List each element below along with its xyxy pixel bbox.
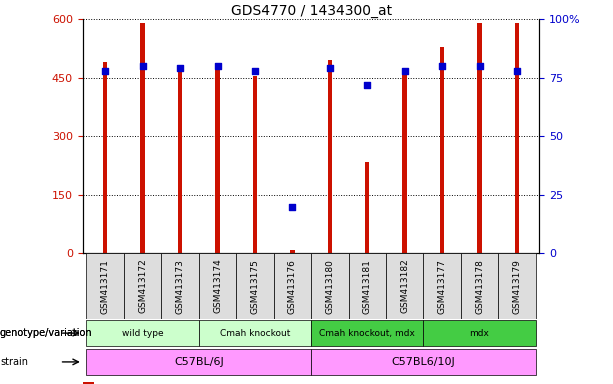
Text: GSM413177: GSM413177 xyxy=(438,259,447,314)
Text: GSM413181: GSM413181 xyxy=(363,259,371,314)
Text: GSM413182: GSM413182 xyxy=(400,259,409,313)
Point xyxy=(175,65,185,71)
Text: GSM413173: GSM413173 xyxy=(175,259,185,314)
Text: Cmah knockout: Cmah knockout xyxy=(219,329,290,338)
Bar xyxy=(440,46,444,253)
Bar xyxy=(327,60,332,253)
Text: GSM413176: GSM413176 xyxy=(288,259,297,314)
FancyBboxPatch shape xyxy=(199,253,236,319)
FancyBboxPatch shape xyxy=(86,320,199,346)
Bar xyxy=(515,23,519,253)
FancyBboxPatch shape xyxy=(311,320,424,346)
Point xyxy=(213,63,223,69)
FancyBboxPatch shape xyxy=(461,253,498,319)
FancyBboxPatch shape xyxy=(86,349,311,375)
FancyBboxPatch shape xyxy=(424,320,536,346)
Text: GSM413171: GSM413171 xyxy=(101,259,110,314)
Point xyxy=(250,68,260,74)
Point xyxy=(437,63,447,69)
Bar xyxy=(253,76,257,253)
Text: GSM413178: GSM413178 xyxy=(475,259,484,314)
Text: GSM413175: GSM413175 xyxy=(251,259,259,314)
Point xyxy=(400,68,409,74)
Text: strain: strain xyxy=(0,357,28,367)
Bar xyxy=(478,23,482,253)
Bar xyxy=(83,382,94,384)
FancyBboxPatch shape xyxy=(273,253,311,319)
FancyBboxPatch shape xyxy=(424,253,461,319)
Text: GSM413180: GSM413180 xyxy=(326,259,334,314)
Bar xyxy=(403,72,407,253)
Point xyxy=(512,68,522,74)
Text: GSM413174: GSM413174 xyxy=(213,259,222,313)
Bar xyxy=(140,23,145,253)
FancyBboxPatch shape xyxy=(311,253,349,319)
FancyBboxPatch shape xyxy=(161,253,199,319)
Point xyxy=(325,65,335,71)
FancyBboxPatch shape xyxy=(498,253,536,319)
Bar xyxy=(290,250,295,253)
Text: genotype/variation: genotype/variation xyxy=(0,328,93,338)
Text: mdx: mdx xyxy=(470,329,490,338)
Bar xyxy=(103,62,107,253)
Text: Cmah knockout, mdx: Cmah knockout, mdx xyxy=(319,329,415,338)
FancyBboxPatch shape xyxy=(199,320,311,346)
FancyBboxPatch shape xyxy=(349,253,386,319)
Bar xyxy=(215,64,220,253)
Point xyxy=(138,63,148,69)
Text: wild type: wild type xyxy=(122,329,164,338)
Point xyxy=(101,68,110,74)
FancyBboxPatch shape xyxy=(311,349,536,375)
FancyBboxPatch shape xyxy=(236,253,273,319)
Point xyxy=(474,63,484,69)
Text: GSM413179: GSM413179 xyxy=(512,259,522,314)
Title: GDS4770 / 1434300_at: GDS4770 / 1434300_at xyxy=(230,4,392,18)
Point xyxy=(287,204,297,210)
Text: genotype/variation: genotype/variation xyxy=(0,328,93,338)
FancyBboxPatch shape xyxy=(86,253,124,319)
Text: C57BL/6J: C57BL/6J xyxy=(174,357,224,367)
FancyBboxPatch shape xyxy=(386,253,424,319)
Text: GSM413172: GSM413172 xyxy=(138,259,147,313)
Bar xyxy=(178,66,182,253)
Point xyxy=(362,82,372,88)
FancyBboxPatch shape xyxy=(124,253,161,319)
Bar xyxy=(365,162,370,253)
Text: C57BL6/10J: C57BL6/10J xyxy=(392,357,455,367)
